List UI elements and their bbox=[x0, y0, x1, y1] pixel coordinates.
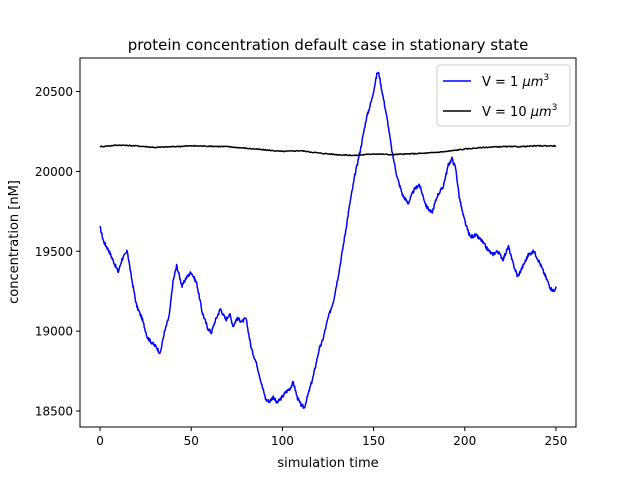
x-tick-label: 100 bbox=[271, 434, 294, 448]
plot-area bbox=[99, 71, 557, 409]
legend-label-main: V = 10 bbox=[482, 105, 531, 120]
y-tick-label: 20000 bbox=[35, 165, 73, 179]
x-tick-label: 250 bbox=[544, 434, 567, 448]
legend-label-superscript: 3 bbox=[552, 103, 558, 113]
series-line-v10 bbox=[99, 144, 557, 157]
x-axis-label: simulation time bbox=[277, 456, 378, 471]
x-tick-label: 50 bbox=[184, 434, 199, 448]
series-line-v1 bbox=[99, 71, 557, 409]
y-tick-label: 19500 bbox=[35, 245, 73, 259]
y-tick-label: 20500 bbox=[35, 85, 73, 99]
legend-label-v1: V = 1 μm3 bbox=[482, 73, 549, 90]
axes-frame bbox=[79, 57, 577, 428]
legend-label-v10: V = 10 μm3 bbox=[482, 103, 557, 120]
y-tick-label: 19000 bbox=[35, 325, 73, 339]
y-axis: 18500 19000 19500 20000 20500 bbox=[35, 85, 80, 419]
chart-title: protein concentration default case in st… bbox=[128, 36, 529, 54]
legend-label-unit: μm bbox=[530, 105, 552, 120]
x-tick-label: 200 bbox=[453, 434, 476, 448]
x-axis: 0 50 100 150 200 250 bbox=[96, 427, 567, 448]
y-tick-label: 18500 bbox=[35, 405, 73, 419]
legend-label-unit: μm bbox=[521, 75, 543, 90]
legend-label-main: V = 1 bbox=[482, 75, 522, 90]
x-tick-label: 0 bbox=[96, 434, 104, 448]
x-tick-label: 150 bbox=[362, 434, 385, 448]
y-axis-label: concentration [nM] bbox=[7, 180, 22, 304]
legend-label-superscript: 3 bbox=[543, 73, 549, 83]
